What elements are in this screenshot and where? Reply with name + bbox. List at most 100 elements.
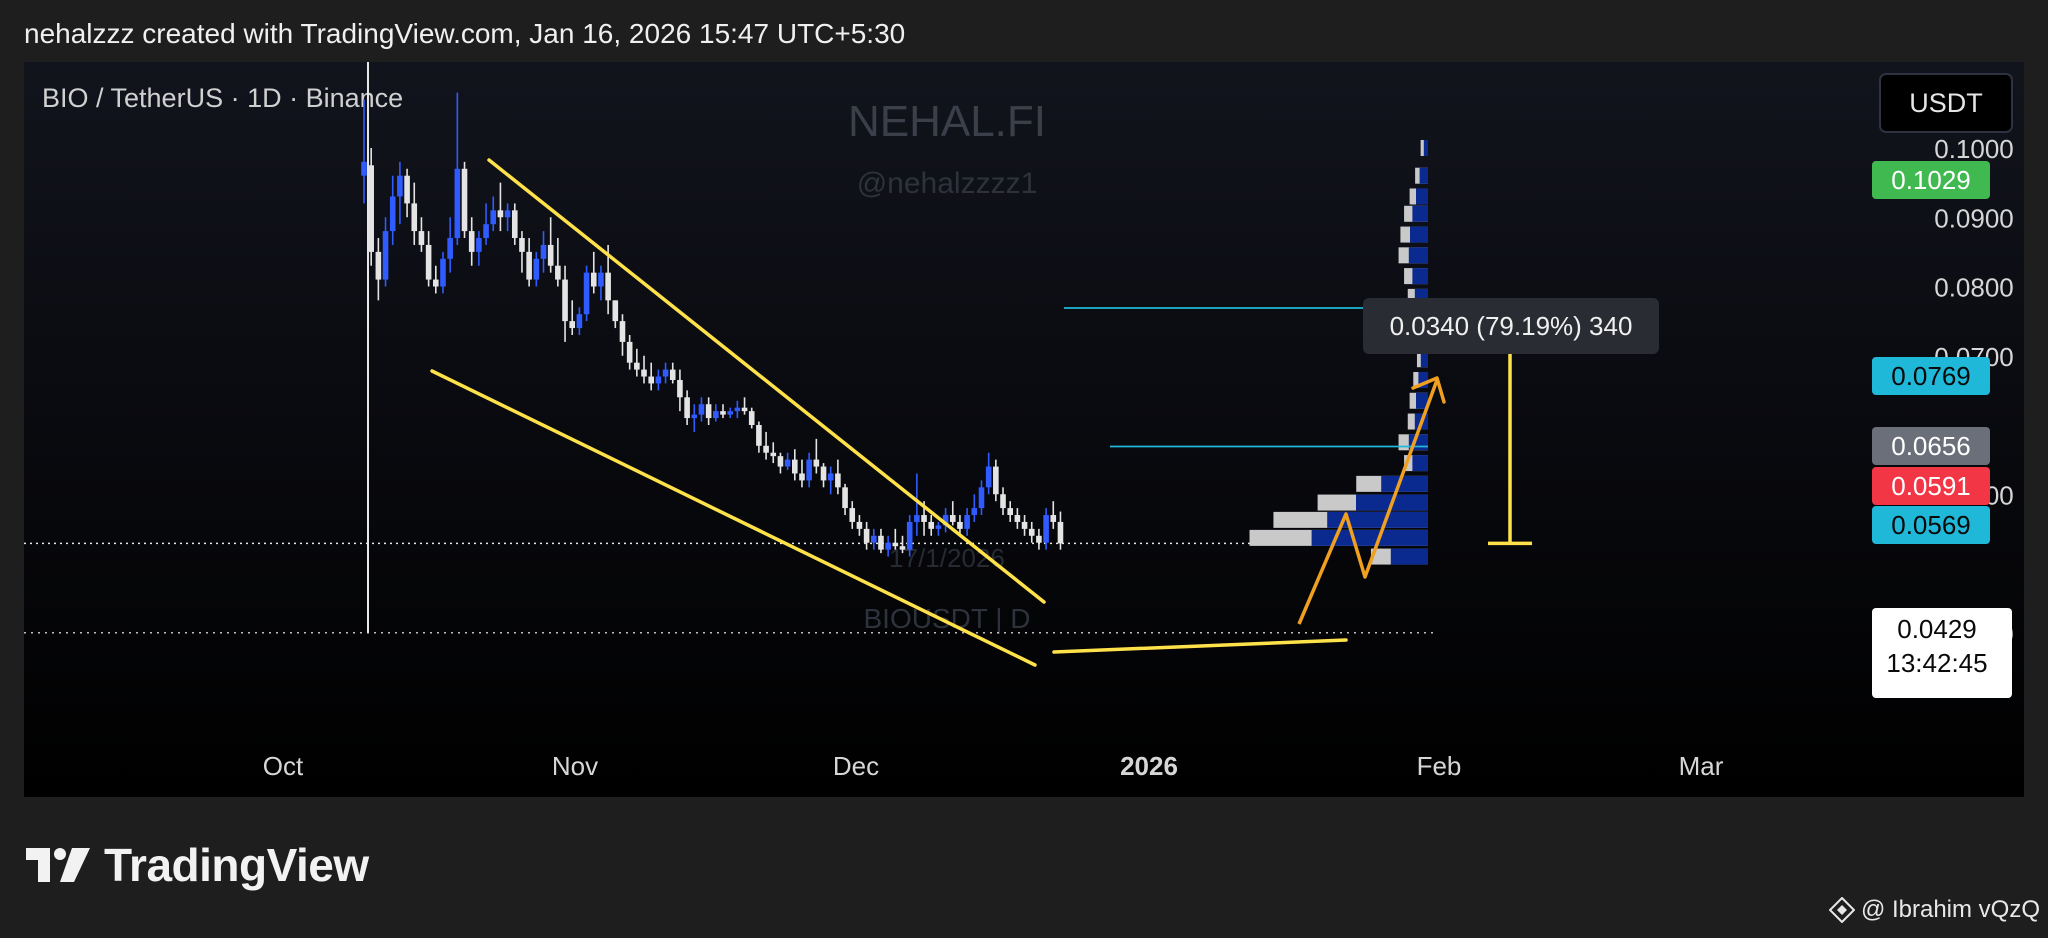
x-tick-label: Nov [552,751,598,781]
candle [1007,501,1013,522]
candle [827,466,834,495]
candle [928,515,935,536]
candle [763,431,769,460]
projection-path[interactable] [1297,379,1439,625]
candle [648,362,654,391]
y-tick-label: 0.0900 [1934,203,2014,233]
candle [669,362,676,384]
current-price-value: 0.0429 [1897,614,1977,644]
volume-profile-bar [1398,247,1428,264]
candle [677,369,683,412]
wedge-line[interactable] [430,369,1037,667]
chart-author-header: nehalzzz created with TradingView.com, J… [24,18,906,49]
candle [468,217,475,266]
wedge-line[interactable] [487,158,1046,604]
candle [490,196,497,232]
candle [612,300,619,329]
candle [540,231,547,273]
candle [993,459,999,502]
candle [957,515,963,536]
watermark-handle: @nehalzzzz1 [857,167,1038,200]
watermark-title: NEHAL.FI [848,97,1046,146]
candle [806,452,812,488]
candle [885,535,891,557]
candle [404,168,410,218]
candle [634,348,640,377]
volume-profile-bar [1420,140,1428,156]
candle [533,251,540,287]
candle [899,535,906,554]
candle [935,521,942,536]
currency-button[interactable]: USDT [1879,73,2013,133]
volume-profile-bar [1415,167,1428,184]
candle [555,238,561,287]
candle [547,217,554,273]
candle [813,438,820,474]
candle [698,397,705,422]
candle [411,182,418,245]
tradingview-logo[interactable]: TradingView [26,838,369,892]
candle [1021,515,1028,536]
candle [511,203,518,245]
currency-button-label: USDT [1909,88,1983,118]
price-chart[interactable]: NEHAL.FI @nehalzzzz1 BIOUSDT | D 17/1/20… [24,62,2024,797]
current-price-badge: 0.0429 13:42:45 [1872,608,2012,698]
candle [892,528,899,550]
candle [856,515,863,536]
candle [906,515,913,557]
candle [641,355,647,384]
support-line[interactable] [1052,638,1348,654]
candle [684,390,690,425]
candle [777,452,784,474]
tradingview-logo-icon [26,848,90,882]
price-badge-grey: 0.0656 [1872,427,1990,465]
candle [375,238,382,301]
candle [799,459,805,488]
candle [476,231,482,266]
x-tick-label: Mar [1679,751,1724,781]
candle [1028,521,1035,543]
symbol-label: BIO / TetherUS · 1D · Binance [42,83,403,113]
candle [748,407,755,429]
volume-profile-bar [1249,529,1428,546]
chart-background [24,62,2024,797]
candle [598,265,604,301]
candle [662,362,669,384]
candle [734,400,741,419]
candle [382,217,389,287]
volume-profile-bar [1370,548,1428,565]
price-badge-level-top: 0.0769 [1872,357,1990,395]
candle [576,307,583,335]
svg-text:0.0656: 0.0656 [1891,431,1971,461]
candle [397,161,403,225]
candle [440,251,446,294]
volume-profile-bar [1400,226,1428,243]
candle-countdown: 13:42:45 [1886,648,1987,678]
candle [418,217,425,252]
price-badge-high: 0.1029 [1872,161,1990,199]
candle [691,404,698,432]
candle [870,528,877,550]
candle [590,251,597,294]
candle [942,508,949,533]
candle [483,203,489,245]
candle [720,404,726,419]
author-credit: @ Ibrahim vQzQ [1828,896,2040,924]
y-tick-label: 0.0800 [1934,273,2014,303]
candle [447,217,453,273]
volume-profile-bar [1416,351,1428,368]
svg-text:0.0769: 0.0769 [1891,361,1971,391]
candle [842,483,848,516]
tradingview-logo-text: TradingView [104,839,369,891]
candle [619,314,626,356]
candle [626,334,633,370]
candle [1057,511,1064,550]
candle [914,473,920,536]
candle [1036,528,1042,550]
candle [849,501,856,529]
candle [756,421,762,453]
candle [1014,508,1021,529]
watermark-symbol: BIOUSDT | D [863,603,1030,634]
volume-profile-bar [1404,205,1428,222]
volume-profile-bar [1404,268,1428,285]
